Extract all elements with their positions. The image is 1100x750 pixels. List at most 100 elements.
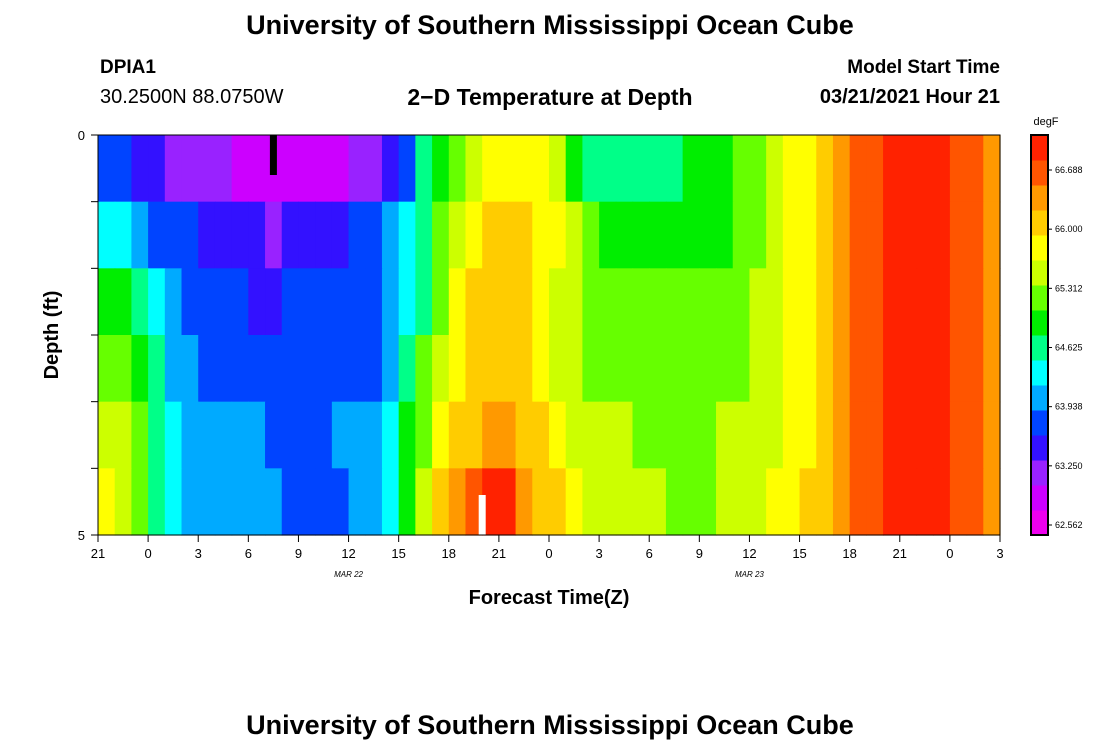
heatmap-cell bbox=[315, 468, 333, 536]
colorbar-tick-label: 63.250 bbox=[1055, 461, 1083, 471]
time-marker bbox=[478, 495, 486, 535]
heatmap-cell bbox=[214, 201, 233, 269]
heatmap-cell bbox=[983, 401, 1001, 469]
colorbar-swatch bbox=[1031, 285, 1048, 311]
heatmap-cell bbox=[148, 201, 166, 269]
heatmap-cell bbox=[465, 468, 483, 536]
heatmap-cell bbox=[782, 201, 801, 269]
heatmap-cell bbox=[949, 468, 968, 536]
heatmap-cell bbox=[381, 335, 400, 403]
colorbar-swatch bbox=[1031, 235, 1048, 261]
heatmap-cell bbox=[248, 201, 266, 269]
heatmap-cell bbox=[281, 201, 300, 269]
heatmap-cell bbox=[682, 468, 700, 536]
heatmap-cell bbox=[248, 401, 266, 469]
heatmap-cell bbox=[415, 401, 433, 469]
heatmap-cell bbox=[265, 468, 283, 536]
heatmap-cell bbox=[198, 401, 216, 469]
x-axis: 21 0 3 6 9 12 15 18 21 0 3 6 9 12 15 18 21 0 3 MAR 22 MAR 23 bbox=[91, 535, 1004, 579]
heatmap-cell bbox=[649, 268, 667, 336]
heatmap-cell bbox=[114, 335, 132, 403]
heatmap-cell bbox=[298, 135, 316, 203]
heatmap-cell bbox=[131, 468, 149, 536]
heatmap-cell bbox=[632, 468, 650, 536]
heatmap-cell bbox=[883, 401, 901, 469]
heatmap-cells bbox=[98, 135, 1001, 536]
heatmap-cell bbox=[582, 201, 600, 269]
heatmap-cell bbox=[799, 268, 817, 336]
heatmap-cell bbox=[398, 268, 416, 336]
heatmap-cell bbox=[114, 468, 132, 536]
heatmap-cell bbox=[615, 468, 634, 536]
heatmap-cell bbox=[198, 468, 216, 536]
heatmap-cell bbox=[899, 401, 918, 469]
colorbar-swatch bbox=[1031, 310, 1048, 336]
heatmap-cell bbox=[665, 135, 684, 203]
heatmap-cell bbox=[515, 201, 533, 269]
x-tick-label: 3 bbox=[195, 546, 202, 561]
heatmap-cell bbox=[749, 468, 767, 536]
colorbar: 66.688 66.000 65.312 64.625 63.938 63.250 62.5… bbox=[1030, 134, 1083, 536]
heatmap-cell bbox=[315, 135, 333, 203]
heatmap-cell bbox=[532, 135, 550, 203]
heatmap-cell bbox=[832, 335, 851, 403]
heatmap-cell bbox=[532, 201, 550, 269]
heatmap-cell bbox=[515, 135, 533, 203]
heatmap-cell bbox=[949, 268, 968, 336]
heatmap-cell bbox=[498, 135, 517, 203]
heatmap-cell bbox=[114, 401, 132, 469]
heatmap-cell bbox=[432, 468, 450, 536]
heatmap-cell bbox=[298, 201, 316, 269]
heatmap-cell bbox=[465, 268, 483, 336]
heatmap-cell bbox=[415, 135, 433, 203]
heatmap-cell bbox=[365, 268, 383, 336]
heatmap-cell bbox=[599, 135, 617, 203]
heatmap-cell bbox=[315, 401, 333, 469]
heatmap-cell bbox=[615, 401, 634, 469]
heatmap-cell bbox=[649, 401, 667, 469]
heatmap-cell bbox=[515, 268, 533, 336]
heatmap-cell bbox=[148, 268, 166, 336]
heatmap-cell bbox=[799, 201, 817, 269]
heatmap-cell bbox=[532, 401, 550, 469]
heatmap-cell bbox=[549, 201, 567, 269]
heatmap-cell bbox=[983, 135, 1001, 203]
heatmap-cell bbox=[164, 268, 183, 336]
heatmap-cell bbox=[665, 468, 684, 536]
heatmap-cell bbox=[949, 335, 968, 403]
heatmap-cell bbox=[465, 201, 483, 269]
heatmap-cell bbox=[482, 201, 500, 269]
heatmap-cell bbox=[849, 401, 867, 469]
x-tick-label: 21 bbox=[492, 546, 506, 561]
heatmap-cell bbox=[565, 335, 583, 403]
heatmap-cell bbox=[315, 201, 333, 269]
heatmap-cell bbox=[482, 335, 500, 403]
heatmap-cell bbox=[331, 335, 350, 403]
heatmap-cell bbox=[916, 401, 934, 469]
chart-subtitle: 2−D Temperature at Depth bbox=[407, 84, 693, 110]
heatmap-cell bbox=[148, 401, 166, 469]
heatmap-cell bbox=[498, 268, 517, 336]
heatmap-cell bbox=[214, 268, 233, 336]
heatmap-cell bbox=[816, 268, 834, 336]
heatmap-cell bbox=[381, 201, 400, 269]
heatmap-cell bbox=[866, 135, 884, 203]
heatmap-cell bbox=[899, 201, 918, 269]
colorbar-swatch bbox=[1031, 460, 1048, 486]
heatmap-cell bbox=[248, 268, 266, 336]
colorbar-tick-label: 63.938 bbox=[1055, 402, 1083, 412]
heatmap-cell bbox=[131, 201, 149, 269]
heatmap-cell bbox=[899, 468, 918, 536]
heatmap-cell bbox=[198, 135, 216, 203]
heatmap-cell bbox=[899, 268, 918, 336]
heatmap-cell bbox=[298, 401, 316, 469]
heatmap-cell bbox=[699, 335, 717, 403]
colorbar-swatch bbox=[1031, 485, 1048, 511]
heatmap-cell bbox=[699, 268, 717, 336]
x-tick-label: 3 bbox=[996, 546, 1003, 561]
heatmap-cell bbox=[398, 335, 416, 403]
heatmap-cell bbox=[649, 135, 667, 203]
heatmap-cell bbox=[498, 468, 517, 536]
heatmap-cell bbox=[248, 468, 266, 536]
heatmap-cell bbox=[933, 468, 951, 536]
